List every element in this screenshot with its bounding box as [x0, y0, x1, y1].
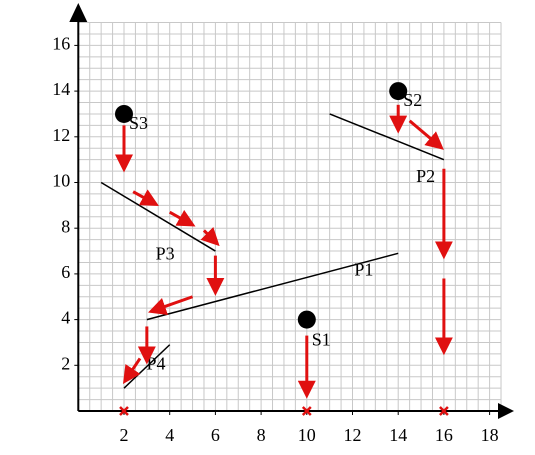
x-tick-label: 12	[344, 425, 362, 445]
grid	[77, 22, 502, 412]
point-label: S3	[129, 113, 148, 133]
y-tick-label: 8	[61, 216, 70, 236]
y-tick-label: 16	[52, 34, 70, 54]
arrow	[168, 209, 196, 227]
cross	[301, 406, 312, 416]
y-tick-label: 2	[61, 353, 70, 373]
arrow	[408, 119, 444, 150]
x-tick-label: 2	[120, 425, 129, 445]
point	[389, 82, 408, 101]
x-tick-label: 18	[481, 425, 499, 445]
segment-label: P4	[146, 353, 165, 373]
y-tick-label: 6	[61, 262, 70, 282]
segment	[329, 113, 445, 161]
x-tick-label: 8	[257, 425, 266, 445]
arrow	[200, 227, 220, 247]
y-tick-label: 12	[52, 125, 70, 145]
point	[297, 310, 316, 329]
arrow	[132, 189, 159, 206]
point	[115, 104, 133, 123]
y-tick-label: 10	[52, 171, 70, 191]
segment-label: P3	[156, 244, 175, 264]
x-tick-label: 16	[435, 425, 453, 445]
segment	[146, 252, 399, 321]
segment	[100, 181, 216, 252]
point-label: S1	[312, 330, 331, 350]
x-axis-arrow	[498, 403, 514, 419]
y-tick-label: 4	[61, 308, 70, 328]
cross	[119, 406, 129, 416]
x-tick-label: 6	[211, 425, 220, 445]
arrow	[148, 295, 194, 315]
cross	[439, 406, 449, 416]
segment-label: P1	[354, 260, 373, 280]
x-tick-label: 14	[389, 425, 407, 445]
point-label: S2	[403, 90, 422, 110]
y-axis-arrow	[69, 3, 88, 22]
x-tick-label: 4	[165, 425, 174, 445]
content: 2 4 6 8 10 12 14 16 18 2 4 6 8 10 12 14 16 P1 P2 P3 P4 S1 S2 S3	[52, 3, 514, 445]
arrow	[122, 357, 142, 385]
y-tick-label: 14	[52, 79, 70, 99]
segment-label: P2	[416, 166, 435, 186]
x-tick-label: 10	[298, 425, 316, 445]
